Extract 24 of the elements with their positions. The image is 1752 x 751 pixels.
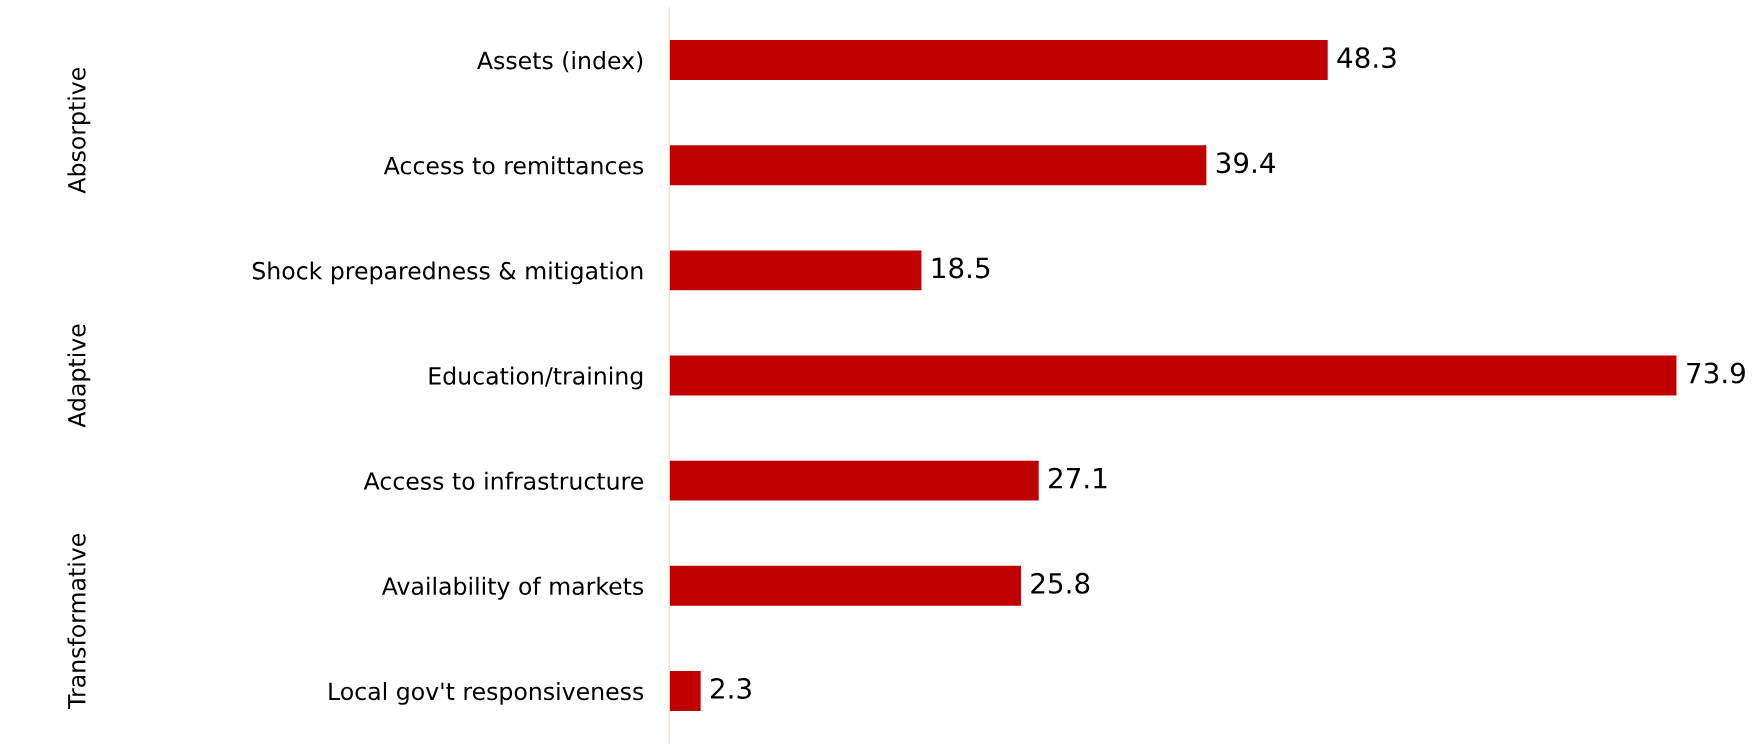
- y-tick-label: Access to infrastructure: [363, 471, 644, 490]
- text: Absorptive: [67, 67, 91, 194]
- y-tick-label: Shock preparedness & mitigation: [252, 261, 643, 285]
- bar: [669, 250, 922, 291]
- text: Adaptive: [67, 324, 91, 428]
- bar: [669, 565, 1021, 606]
- bar: [669, 670, 701, 711]
- bar: [669, 460, 1039, 501]
- y-tick-label: Assets (index): [477, 51, 643, 73]
- data-label: 18.5: [932, 257, 990, 279]
- y-tick-label: Access to remittances: [383, 156, 644, 175]
- data-label: 27.1: [1049, 467, 1107, 489]
- y-tick-label: Availability of markets: [381, 576, 644, 600]
- bar: [669, 145, 1207, 186]
- bar: [669, 355, 1677, 396]
- y-tick-label: Local gov't responsiveness: [329, 681, 644, 705]
- data-label: 39.4: [1216, 152, 1275, 174]
- data-label: 73.9: [1687, 362, 1745, 384]
- data-label: 25.8: [1031, 572, 1090, 594]
- y-tick-label: Education/training: [429, 366, 643, 390]
- data-label: 48.3: [1337, 47, 1396, 69]
- text: Transformative: [67, 533, 86, 710]
- bar: [669, 40, 1328, 81]
- data-label: 2.3: [710, 677, 751, 699]
